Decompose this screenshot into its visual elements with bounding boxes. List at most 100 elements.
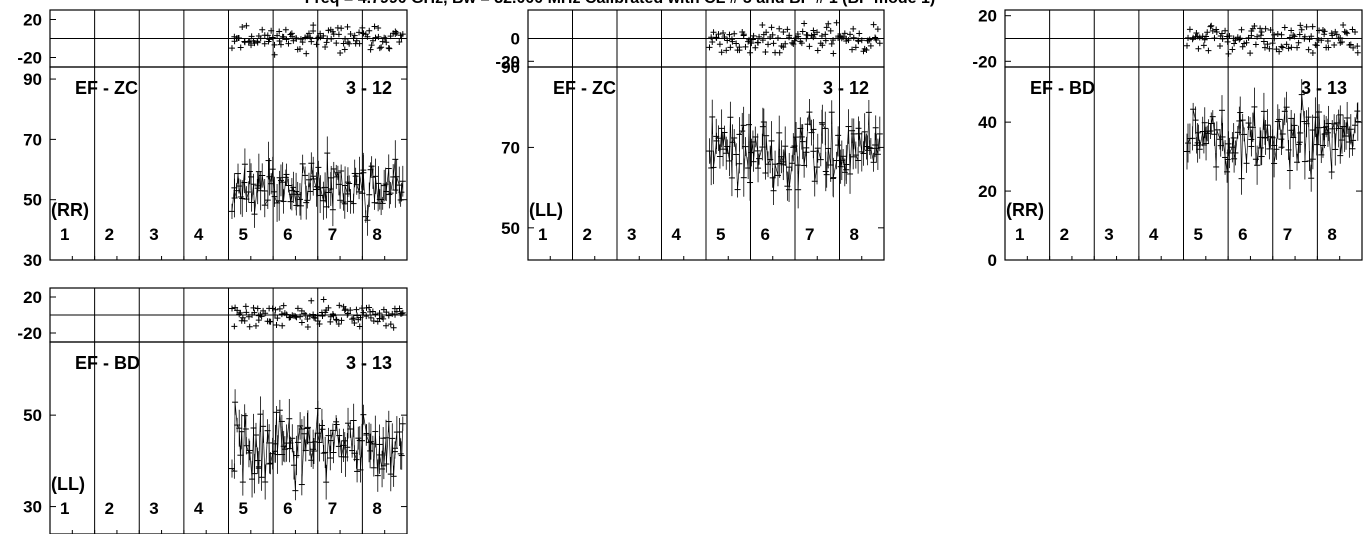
- amp-trace: [771, 140, 774, 178]
- phase-point: [1196, 34, 1203, 41]
- amp-trace: [231, 187, 235, 212]
- phase-point: [759, 22, 766, 29]
- phase-point: [1278, 31, 1285, 38]
- polarization-label: (RR): [1006, 200, 1044, 220]
- amp-trace: [1199, 131, 1204, 150]
- amp-trace: [1315, 117, 1318, 145]
- phase-point: [307, 34, 314, 41]
- phase-point: [242, 303, 249, 310]
- phase-point: [327, 318, 334, 325]
- phase-point: [297, 36, 304, 43]
- phase-point: [302, 312, 309, 319]
- phase-point: [320, 32, 327, 39]
- phase-point: [366, 27, 373, 34]
- segment-label: 2: [1060, 225, 1069, 244]
- phase-point: [740, 31, 747, 38]
- amp-trace: [1356, 111, 1359, 122]
- phase-point: [328, 35, 335, 42]
- phase-point: [1216, 42, 1223, 49]
- phase-point: [385, 44, 392, 51]
- phase-point: [762, 48, 769, 55]
- phase-point: [1207, 23, 1214, 30]
- amp-y-tick-label: 50: [23, 406, 42, 425]
- phase-point: [303, 50, 310, 57]
- phase-point: [272, 312, 279, 319]
- amp-trace: [1212, 116, 1215, 135]
- phase-point: [375, 25, 382, 32]
- amp-trace: [264, 199, 269, 206]
- amp-trace: [301, 433, 305, 485]
- segment-label: 6: [283, 499, 292, 518]
- phase-point: [1251, 23, 1258, 30]
- amp-trace: [867, 112, 870, 151]
- phase-point: [1318, 37, 1325, 44]
- phase-point: [1231, 40, 1238, 47]
- segment-label: 2: [583, 225, 592, 244]
- amp-trace: [277, 410, 281, 455]
- phase-point: [827, 27, 834, 34]
- phase-point: [337, 50, 344, 57]
- amp-trace: [716, 136, 719, 139]
- phase-point: [276, 28, 283, 35]
- phase-point: [1340, 21, 1347, 28]
- phase-point: [368, 42, 375, 49]
- phase-point: [336, 302, 343, 309]
- amp-trace: [295, 191, 298, 195]
- phase-point: [1224, 38, 1231, 45]
- phase-point: [319, 313, 326, 320]
- phase-point: [1325, 44, 1332, 51]
- amp-trace: [1282, 111, 1286, 135]
- phase-point: [372, 311, 379, 318]
- phase-point: [763, 29, 770, 36]
- phase-point: [294, 305, 301, 312]
- amp-trace: [710, 116, 713, 168]
- amp-trace: [358, 173, 360, 192]
- phase-point: [1195, 45, 1202, 52]
- phase-point: [752, 44, 759, 51]
- phase-point: [872, 34, 879, 41]
- phase-point: [283, 36, 290, 43]
- segment-label: 7: [328, 499, 337, 518]
- phase-point: [1211, 35, 1218, 42]
- amp-trace: [354, 173, 356, 177]
- amp-trace: [1237, 120, 1240, 133]
- phase-point: [317, 34, 324, 41]
- segment-label: 6: [283, 225, 292, 244]
- amp-trace: [345, 447, 348, 458]
- scan-range-label: 3 - 12: [823, 78, 869, 98]
- phase-point: [810, 27, 817, 34]
- amp-trace: [296, 442, 299, 456]
- segment-label: 5: [716, 225, 725, 244]
- phase-point: [1279, 44, 1286, 51]
- phase-point: [310, 314, 317, 321]
- phase-point: [1252, 41, 1259, 48]
- phase-point: [1271, 31, 1278, 38]
- phase-point: [396, 39, 403, 46]
- segment-label: 6: [761, 225, 770, 244]
- phase-point: [258, 313, 265, 320]
- phase-point: [1203, 33, 1210, 40]
- phase-point: [713, 34, 720, 41]
- phase-point: [1283, 41, 1290, 48]
- phase-point: [727, 44, 734, 51]
- amp-trace: [238, 428, 241, 456]
- amp-trace: [1306, 117, 1309, 124]
- amp-trace: [868, 112, 871, 148]
- phase-point: [850, 34, 857, 41]
- amp-trace: [1299, 94, 1303, 133]
- amp-trace: [1328, 123, 1333, 173]
- phase-y-tick-label: -20: [17, 49, 42, 68]
- phase-point: [1257, 32, 1264, 39]
- amp-trace: [356, 184, 360, 193]
- amp-trace: [1334, 122, 1338, 150]
- amp-trace: [257, 171, 260, 189]
- phase-point: [715, 31, 722, 38]
- phase-y-tick-label: -20: [972, 52, 997, 71]
- amp-trace: [758, 146, 763, 159]
- amp-trace: [236, 424, 240, 429]
- amp-trace: [814, 167, 818, 182]
- amp-trace: [317, 433, 320, 443]
- phase-point: [1343, 29, 1350, 36]
- phase-point: [245, 313, 252, 320]
- baseline-label: EF - BD: [1030, 78, 1095, 98]
